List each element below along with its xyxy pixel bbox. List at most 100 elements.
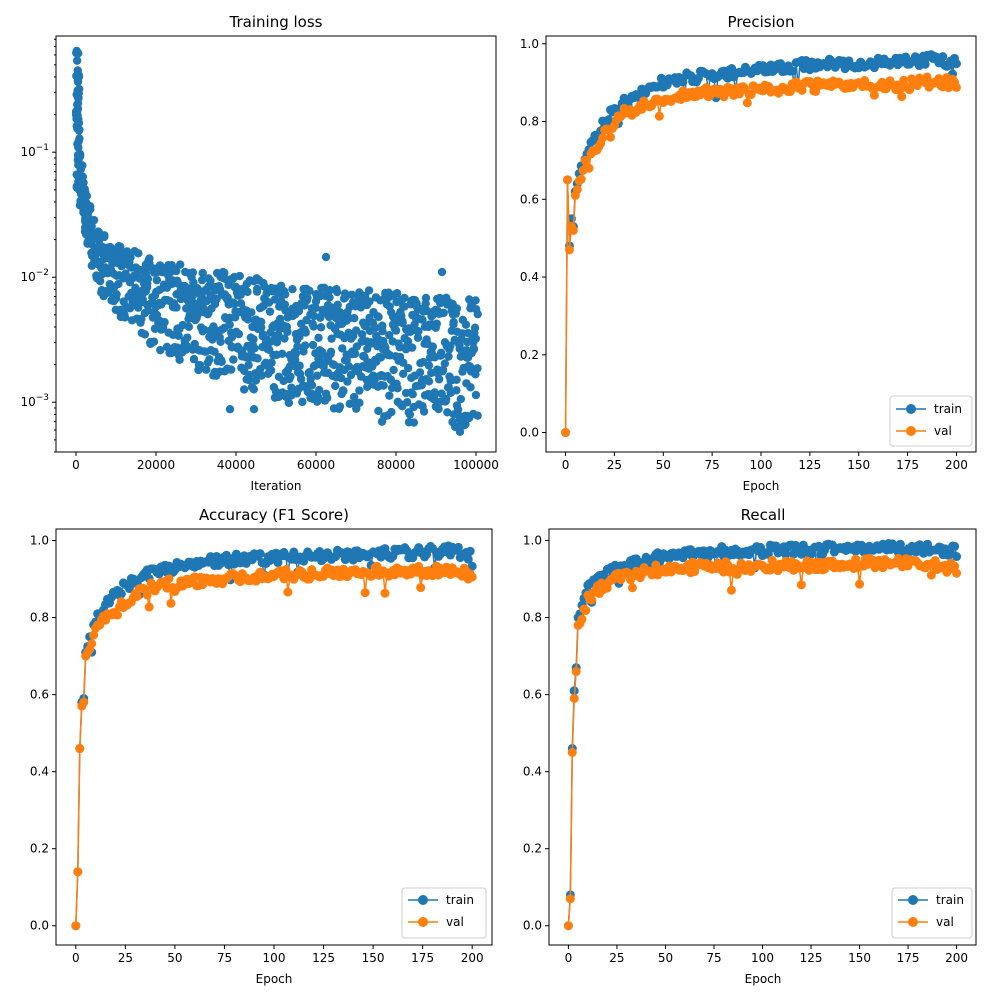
loss-point xyxy=(347,290,357,299)
loss-point xyxy=(202,365,211,374)
x-tick-label: 200 xyxy=(945,951,968,965)
x-tick-label: 50 xyxy=(167,951,182,965)
point-val xyxy=(132,591,142,601)
point-val xyxy=(75,744,85,754)
panel-accuracy: Accuracy (F1 Score) 0 25 50 75 100 125 150 175 2… xyxy=(30,506,493,986)
loss-point xyxy=(470,323,480,332)
loss-point xyxy=(298,397,307,407)
legend-train-label: train xyxy=(936,893,964,907)
x-tick-label: 25 xyxy=(118,951,133,965)
loss-point xyxy=(156,345,165,355)
loss-point xyxy=(81,191,91,200)
loss-point xyxy=(244,360,253,370)
point-val xyxy=(73,867,83,877)
loss-point xyxy=(140,330,150,339)
loss-point xyxy=(234,329,244,339)
loss-point xyxy=(332,287,342,297)
loss-point xyxy=(72,121,81,130)
loss-point xyxy=(239,385,249,394)
point-val xyxy=(576,174,586,184)
recall-plot-layer: 0 25 50 75 100 125 150 175 200 0.0 0.2 0.4 0.6 0.8 1.0 xyxy=(523,534,968,965)
point-val xyxy=(164,574,174,584)
loss-point xyxy=(346,370,356,380)
panel-training-loss: Training loss 0 20000 40000 60000 80000 10000… xyxy=(20,13,498,493)
x-tick-label: 50 xyxy=(656,458,671,472)
loss-point xyxy=(249,335,258,344)
y-tick-label: 0.6 xyxy=(520,192,539,206)
legend-train-marker xyxy=(908,895,918,905)
loss-point xyxy=(266,337,275,346)
legend-train-label: train xyxy=(446,893,474,907)
loss-point xyxy=(415,368,425,377)
loss-point xyxy=(414,327,423,336)
loss-point xyxy=(473,411,482,420)
point-val xyxy=(581,605,591,615)
loss-point xyxy=(430,388,439,397)
loss-point xyxy=(314,385,324,395)
y-tick-label: 1.0 xyxy=(520,37,539,51)
point-val xyxy=(360,588,370,598)
point-val xyxy=(144,602,154,612)
loss-point xyxy=(441,394,451,404)
panel-precision: Precision 0 25 50 75 100 125 150 175 200 0.0 0.2 0.… xyxy=(520,13,977,493)
point-train xyxy=(340,555,350,565)
loss-point xyxy=(287,383,296,392)
loss-point xyxy=(305,286,314,296)
point-train xyxy=(289,547,299,557)
point-val xyxy=(87,639,97,649)
loss-point xyxy=(229,355,238,364)
loss-point xyxy=(325,293,334,302)
loss-point xyxy=(393,383,402,393)
loss-point xyxy=(392,289,402,298)
loss-outlier-point xyxy=(249,404,259,414)
loss-point xyxy=(452,386,461,395)
loss-point xyxy=(376,353,386,362)
loss-point xyxy=(344,362,354,371)
point-val xyxy=(598,133,608,143)
loss-point xyxy=(174,331,183,340)
legend-val-label: val xyxy=(446,915,464,929)
loss-point xyxy=(366,339,376,348)
loss-point xyxy=(419,407,429,416)
point-val xyxy=(467,572,477,582)
loss-point xyxy=(217,357,226,366)
x-tick-label: 150 xyxy=(848,951,871,965)
loss-point xyxy=(86,205,95,214)
loss-point xyxy=(267,358,276,367)
x-tick-label: 0 xyxy=(562,458,570,472)
loss-point xyxy=(206,276,215,285)
loss-point xyxy=(424,377,434,386)
loss-point xyxy=(247,308,256,317)
loss-point xyxy=(266,366,276,375)
x-tick-label: 125 xyxy=(312,951,335,965)
loss-point xyxy=(323,393,332,403)
loss-point xyxy=(385,391,394,400)
loss-point xyxy=(471,390,481,400)
point-train xyxy=(604,115,614,125)
loss-outlier-point xyxy=(455,427,465,437)
loss-point xyxy=(461,320,471,329)
loss-point xyxy=(403,363,413,373)
legend-recall: train val xyxy=(891,887,973,939)
legend-val-label: val xyxy=(936,915,954,929)
loss-point xyxy=(145,254,154,263)
loss-point xyxy=(257,371,266,380)
loss-point xyxy=(73,139,82,149)
loss-point xyxy=(406,327,415,337)
loss-point xyxy=(325,285,335,295)
x-tick-label: 0 xyxy=(72,458,80,472)
loss-point xyxy=(252,287,262,296)
axis-ticks: 0 25 50 75 100 125 150 175 200 0.0 0.2 0.4 0.6 0.8 1.0 xyxy=(523,534,968,965)
loss-point xyxy=(184,322,194,331)
x-tick-label: 75 xyxy=(217,951,232,965)
point-val xyxy=(563,921,573,931)
x-tick-label: 0 xyxy=(72,951,80,965)
loss-point xyxy=(469,345,479,354)
x-tick-label: 20000 xyxy=(137,458,175,472)
legend-val-marker xyxy=(908,917,918,927)
loss-point xyxy=(432,319,442,328)
x-tick-label: 150 xyxy=(847,458,870,472)
loss-point xyxy=(188,268,198,277)
point-val xyxy=(380,588,390,598)
